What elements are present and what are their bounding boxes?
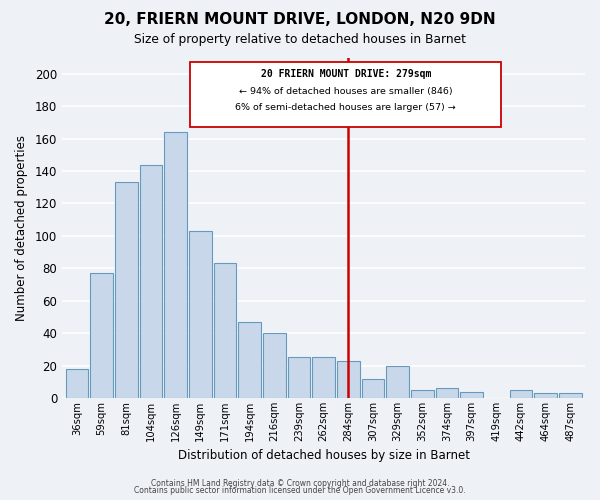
Bar <box>287 358 310 398</box>
Bar <box>362 378 384 398</box>
Bar <box>189 231 212 398</box>
Text: ← 94% of detached houses are smaller (846): ← 94% of detached houses are smaller (84… <box>239 86 452 96</box>
Text: Contains public sector information licensed under the Open Government Licence v3: Contains public sector information licen… <box>134 486 466 495</box>
Bar <box>164 132 187 398</box>
Text: Contains HM Land Registry data © Crown copyright and database right 2024.: Contains HM Land Registry data © Crown c… <box>151 478 449 488</box>
Bar <box>238 322 261 398</box>
Bar <box>90 273 113 398</box>
Bar <box>115 182 137 398</box>
Bar <box>559 393 581 398</box>
Bar <box>65 369 88 398</box>
Bar <box>411 390 434 398</box>
Bar <box>386 366 409 398</box>
Bar <box>436 388 458 398</box>
Text: 20 FRIERN MOUNT DRIVE: 279sqm: 20 FRIERN MOUNT DRIVE: 279sqm <box>260 69 431 79</box>
Bar <box>214 264 236 398</box>
Y-axis label: Number of detached properties: Number of detached properties <box>15 135 28 321</box>
Bar <box>140 164 163 398</box>
Text: 20, FRIERN MOUNT DRIVE, LONDON, N20 9DN: 20, FRIERN MOUNT DRIVE, LONDON, N20 9DN <box>104 12 496 28</box>
FancyBboxPatch shape <box>190 62 501 127</box>
Bar <box>460 392 483 398</box>
Text: 6% of semi-detached houses are larger (57) →: 6% of semi-detached houses are larger (5… <box>235 103 456 112</box>
X-axis label: Distribution of detached houses by size in Barnet: Distribution of detached houses by size … <box>178 450 470 462</box>
Bar <box>337 360 359 398</box>
Text: Size of property relative to detached houses in Barnet: Size of property relative to detached ho… <box>134 32 466 46</box>
Bar <box>534 393 557 398</box>
Bar <box>263 333 286 398</box>
Bar <box>509 390 532 398</box>
Bar <box>312 358 335 398</box>
